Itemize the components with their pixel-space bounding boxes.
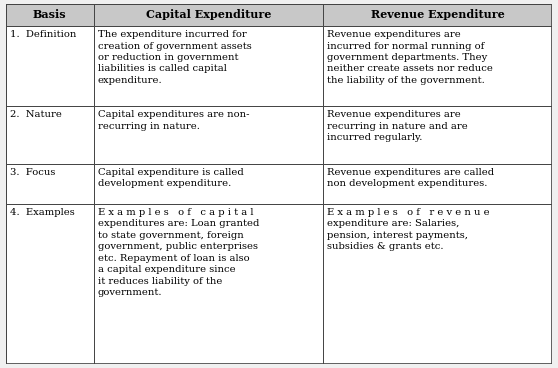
Bar xyxy=(6,4,94,26)
Bar xyxy=(323,4,552,26)
Text: 2.  Nature: 2. Nature xyxy=(9,110,61,119)
Text: Revenue expenditures are
recurring in nature and are
incurred regularly.: Revenue expenditures are recurring in na… xyxy=(327,110,468,142)
Bar xyxy=(94,106,323,164)
Bar xyxy=(94,204,323,364)
Text: Revenue expenditures are called
non development expenditures.: Revenue expenditures are called non deve… xyxy=(327,168,494,188)
Bar xyxy=(6,26,94,106)
Bar xyxy=(6,106,94,164)
Text: Capital expenditures are non-
recurring in nature.: Capital expenditures are non- recurring … xyxy=(98,110,249,131)
Bar xyxy=(323,106,552,164)
Bar xyxy=(323,164,552,204)
Text: 1.  Definition: 1. Definition xyxy=(9,30,76,39)
Text: E x a m p l e s   o f   c a p i t a l
expenditures are: Loan granted
to state go: E x a m p l e s o f c a p i t a l expend… xyxy=(98,208,259,297)
Text: Capital expenditure is called
development expenditure.: Capital expenditure is called developmen… xyxy=(98,168,243,188)
Bar xyxy=(94,4,323,26)
Text: 3.  Focus: 3. Focus xyxy=(9,168,55,177)
Bar xyxy=(6,204,94,364)
Bar xyxy=(323,26,552,106)
Text: E x a m p l e s   o f   r e v e n u e
expenditure are: Salaries,
pension, intere: E x a m p l e s o f r e v e n u e expend… xyxy=(327,208,489,251)
Text: Revenue expenditures are
incurred for normal running of
government departments. : Revenue expenditures are incurred for no… xyxy=(327,30,493,85)
Text: Basis: Basis xyxy=(33,10,66,20)
Bar xyxy=(323,204,552,364)
Bar xyxy=(6,164,94,204)
Text: 4.  Examples: 4. Examples xyxy=(9,208,74,217)
Text: Revenue Expenditure: Revenue Expenditure xyxy=(371,10,504,20)
Bar xyxy=(94,26,323,106)
Bar xyxy=(94,164,323,204)
Text: The expenditure incurred for
creation of government assets
or reduction in gover: The expenditure incurred for creation of… xyxy=(98,30,252,85)
Text: Capital Expenditure: Capital Expenditure xyxy=(146,10,271,20)
